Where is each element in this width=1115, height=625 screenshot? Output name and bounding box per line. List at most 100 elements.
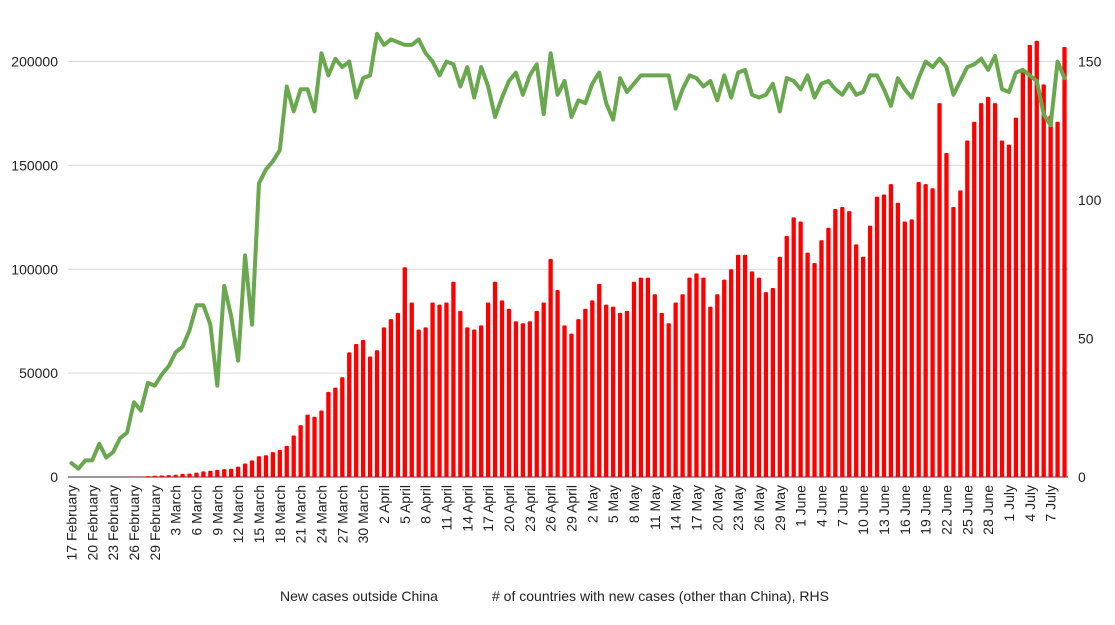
x-tick-label: 20 May	[709, 485, 725, 531]
bar	[999, 140, 1005, 477]
x-tick-label: 4 July	[1022, 485, 1038, 522]
x-tick-label: 23 May	[730, 485, 746, 531]
bar	[610, 306, 616, 477]
x-tick-label: 29 April	[563, 485, 579, 532]
y-right-tick-label: 100	[1078, 192, 1102, 208]
bar	[388, 319, 394, 477]
bar	[548, 258, 553, 477]
x-tick-label: 17 April	[480, 485, 496, 532]
x-tick-label: 1 July	[1001, 485, 1017, 522]
x-tick-label: 22 June	[938, 485, 954, 535]
bar	[1034, 40, 1039, 477]
x-tick-label: 27 March	[334, 485, 350, 543]
bar	[590, 300, 595, 477]
bar	[1013, 117, 1019, 477]
bar	[756, 277, 762, 477]
bar	[972, 121, 977, 477]
bar	[1041, 84, 1046, 478]
bar	[541, 302, 546, 477]
bar	[166, 475, 171, 477]
bar	[284, 445, 289, 477]
x-tick-label: 12 March	[230, 485, 246, 543]
x-tick-label: 21 March	[293, 485, 309, 543]
bar	[847, 211, 852, 478]
bar	[1027, 44, 1032, 477]
y-right-tick-label: 150	[1078, 54, 1102, 70]
bar	[374, 350, 380, 477]
bar	[687, 277, 692, 477]
bar	[860, 256, 866, 477]
y-right-tick-label: 0	[1078, 469, 1086, 485]
bar	[152, 475, 157, 477]
bar	[749, 271, 755, 477]
x-tick-label: 3 March	[168, 485, 184, 536]
bar	[652, 294, 657, 477]
bar	[159, 475, 164, 477]
bar	[881, 194, 887, 477]
bar	[187, 473, 192, 477]
bar	[263, 455, 269, 477]
bar	[770, 287, 776, 477]
bar	[242, 463, 248, 477]
series-line	[69, 31, 1067, 471]
bar	[902, 221, 907, 477]
bar	[354, 344, 359, 477]
bar	[979, 103, 984, 477]
legend-label-countries: # of countries with new cases (other tha…	[492, 588, 829, 604]
bar	[985, 96, 991, 477]
bar	[729, 269, 734, 477]
bar	[194, 472, 199, 477]
bar	[916, 182, 921, 477]
bar	[513, 321, 519, 477]
bar	[520, 323, 526, 477]
bar	[930, 188, 935, 477]
bar	[798, 221, 803, 477]
bar	[958, 190, 963, 477]
bar	[277, 449, 282, 477]
bar	[201, 471, 206, 477]
bar	[708, 306, 713, 477]
bar	[791, 217, 796, 477]
bar	[659, 312, 664, 477]
bar	[805, 252, 810, 477]
bar	[826, 227, 831, 477]
bar	[666, 323, 671, 477]
x-tick-label: 16 June	[897, 485, 913, 535]
x-tick-label: 2 April	[376, 485, 392, 524]
bar	[472, 329, 477, 477]
bar	[923, 184, 928, 477]
bar	[465, 327, 470, 477]
bar	[777, 256, 782, 477]
bar	[416, 329, 421, 477]
x-tick-label: 23 April	[522, 485, 538, 532]
y-right-tick-label: 50	[1078, 331, 1094, 347]
bar	[291, 435, 296, 477]
bar	[937, 103, 942, 477]
bar	[249, 460, 255, 477]
bar	[145, 476, 151, 477]
x-tick-label: 25 June	[959, 485, 975, 535]
x-tick-label: 14 April	[459, 485, 475, 532]
legend-label-new-cases: New cases outside China	[280, 588, 438, 604]
bar	[534, 310, 539, 477]
bar	[298, 425, 303, 477]
bar	[944, 152, 949, 478]
x-tick-label: 20 February	[84, 485, 100, 560]
bar	[395, 312, 401, 477]
bar	[645, 277, 651, 477]
bar	[340, 377, 345, 477]
x-tick-label: 29 May	[772, 485, 788, 531]
bar	[888, 184, 894, 477]
bar	[763, 292, 769, 477]
x-tick-label: 8 May	[626, 485, 642, 523]
bar	[742, 254, 748, 477]
x-tick-label: 26 February	[126, 485, 142, 560]
bar	[874, 196, 880, 477]
legend-swatch-new-cases	[256, 589, 272, 605]
x-tick-label: 11 April	[438, 485, 454, 531]
bar	[319, 410, 324, 477]
x-tick-label: 8 April	[418, 485, 434, 524]
bar	[402, 267, 407, 477]
bar	[180, 473, 185, 477]
bar	[951, 206, 956, 478]
